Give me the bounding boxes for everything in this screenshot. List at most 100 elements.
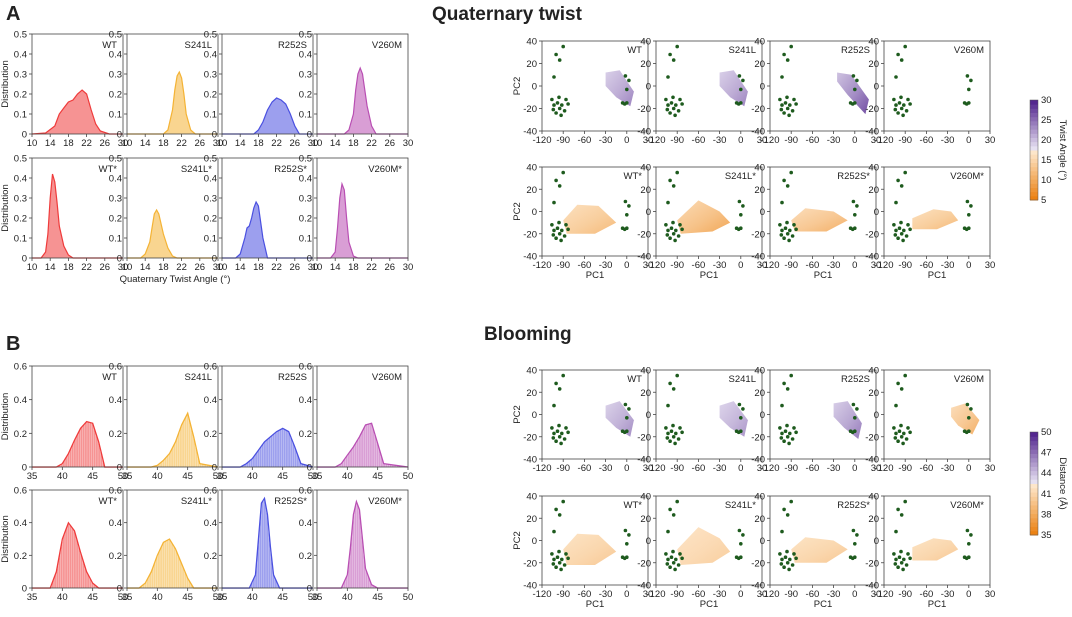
pcaa-panel-v260m-star-point [897,226,902,230]
pcab-panel-r252s-star-point [788,557,792,562]
distb-panel-r252s-label: R252S [278,372,307,383]
pcaa-panel-v260m-ytick-label: 40 [868,37,879,48]
pcaa-panel-v260m-point [896,52,900,57]
pcab-panel-r252s-xtick-label: -90 [784,463,798,474]
pcab-panel-wt-star-point [561,499,565,504]
pcaa-panel-wt-point [562,109,567,113]
pcaa-panel-v260m-star-ytick-label: -20 [865,229,879,240]
dista-panel-r252s-star-xtick-label: 18 [253,262,264,273]
distb-panel-v260m-ytick-label: 0.6 [299,362,312,373]
pcab-panel-r252s-label: R252S [841,374,870,385]
dista-panel-s241l-xtick-label: 22 [176,138,187,149]
pcab-panel-r252s-point [850,430,855,435]
distb-panel-s241l-ytick-label: 0.4 [109,395,122,406]
pcaa-panel-r252s-star-ytick-label: 40 [754,163,765,174]
distb-panel-r252s-star-xtick-label: 35 [217,592,228,603]
pcab-panel-v260m-star-ytick-label: 0 [874,536,879,547]
pcab-panel-v260m-star-ytick-label: 20 [868,514,879,525]
dista-panel-wt-star-frame [31,157,124,259]
dista-panel-v260m-label: V260M [372,40,402,51]
pcab-panel-v260m-star-point [908,556,912,561]
pcaa-panel-v260m-point [904,109,909,113]
pcab-panel-wt-point [557,423,561,428]
dista-panel-v260m-ytick-label: 0.2 [299,90,312,101]
dista-panel-s241l-ytick-label: 0.4 [109,50,122,61]
pcaa-panel-v260m-ytick-label: 0 [874,82,879,93]
pcab-panel-wt-star-point [562,563,567,567]
pcab-panel-r252s-star-point [778,552,782,556]
dista-xlabel: Quaternary Twist Angle (°) [120,274,231,285]
distb-panel-v260m-xtick-label: 45 [372,471,383,482]
pcab-panel-v260m-star-point [904,563,909,567]
distb-panel-s241l-star-ytick-label: 0.4 [109,518,122,529]
dista-panel-wt-star-xtick-label: 10 [27,262,38,273]
pcaa-panel-r252s-xtick-label: 30 [871,135,882,146]
pcab-panel-wt-star-point [550,552,554,556]
pcab-colorbar-seg [1030,453,1038,459]
pcaa-panel-s241l-star-xtick-label: -30 [713,260,727,271]
dista-panel-wt-star-ytick-label: 0.3 [14,194,27,205]
pcaa-panel-wt-star-xtick-label: -120 [532,260,551,271]
pcaa-panel-s241l-star-ytick-label: 20 [640,185,651,196]
pcab-panel-v260m-star-point [896,507,900,512]
pcab-panel-v260m-point [965,402,970,407]
pcab-panel-v260m-star-point [899,513,904,517]
distb-panel-r252s-star-xtick-label: 45 [277,592,288,603]
pcab-panel-s241l-star-point [739,542,743,546]
pcab-panel-r252s-xtick-label: 0 [852,463,857,474]
pcaa-panel-wt-ytick-label: -20 [523,104,537,115]
dista-panel-v260m-star-ytick-label: 0.3 [299,194,312,205]
pcaa-panel-wt-star-xtick-label: -90 [556,260,570,271]
dista-panel-wt-xtick-label: 26 [100,138,111,149]
pcaa-panel-wt-star-xtick-label: -30 [599,260,613,271]
pcaa-panel-r252s-star-point [782,178,786,183]
distb-panel-s241l-star-mask [127,490,218,588]
pcaa-panel-r252s-star-point [782,236,786,240]
pcaa-panel-v260m-star-point [902,228,906,233]
pcaa-panel-r252s-ytick-label: 20 [754,59,765,70]
pcaa-panel-s241l-star-point [666,228,670,233]
pcab-panel-r252s-star-point [851,528,856,533]
pcaa-panel-r252s-point [780,103,784,107]
distb-panel-wt-star-xtick-label: 50 [118,592,129,603]
pcaa-panel-r252s-point [851,74,856,78]
pcab-panel-s241l-point [736,430,741,435]
distb-panel-v260m-star-mask [317,490,408,588]
dista-panel-wt-xtick-label: 22 [81,138,92,149]
pcab-panel-v260m-star-xtick-label: 0 [966,589,971,600]
dista-panel-s241l-xtick-label: 10 [122,138,133,149]
pcaa-panel-r252s-star-ytick-label: -20 [751,229,765,240]
distb-panel-wt-mask [32,366,123,467]
pcab-panel-wt-point [622,430,627,435]
pcaa-panel-v260m-star-point [965,199,970,204]
pcaa-panel-r252s-star-ytick-label: 0 [760,207,765,218]
dista-panel-v260m-star-ytick-label: 0.2 [299,214,312,225]
pcab-panel-wt-point [557,435,562,439]
pcaa-panel-v260m-xtick-label: -120 [874,135,893,146]
dista-panel-r252s-xtick-label: 14 [235,138,246,149]
pcab-panel-r252s-point [778,426,782,430]
pcab-colorbar-seg [1030,470,1038,476]
pcab-panel-s241l-star-label: S241L* [725,500,756,511]
pcab-colorbar-frame [1029,431,1039,536]
pcaa-panel-v260m-xtick-label: -90 [898,135,912,146]
pcab-panel-r252s-star-point [780,529,784,534]
pcaa-panel-v260m-point [969,78,973,83]
pcab-panel-s241l-point [665,436,670,440]
pcaa-panel-s241l-star-point [671,232,676,236]
pcab-panel-r252s-xtick-label: 30 [871,463,882,474]
distb-panel-v260m-star-xtick-label: 45 [372,592,383,603]
pcaa-panel-s241l-point [675,44,679,49]
dista-panel-wt-xtick-label: 18 [63,138,74,149]
pcaa-panel-v260m-point [899,95,903,100]
pcab-colorbar-tick: 47 [1041,448,1052,459]
dista-panel-v260m-star-frame [316,157,409,259]
pcab-panel-v260m-ytick-label: 20 [868,388,879,399]
distb-panel-r252s-star-ytick-label: 0.4 [204,518,217,529]
distb-panel-wt-xtick-label: 40 [57,471,68,482]
